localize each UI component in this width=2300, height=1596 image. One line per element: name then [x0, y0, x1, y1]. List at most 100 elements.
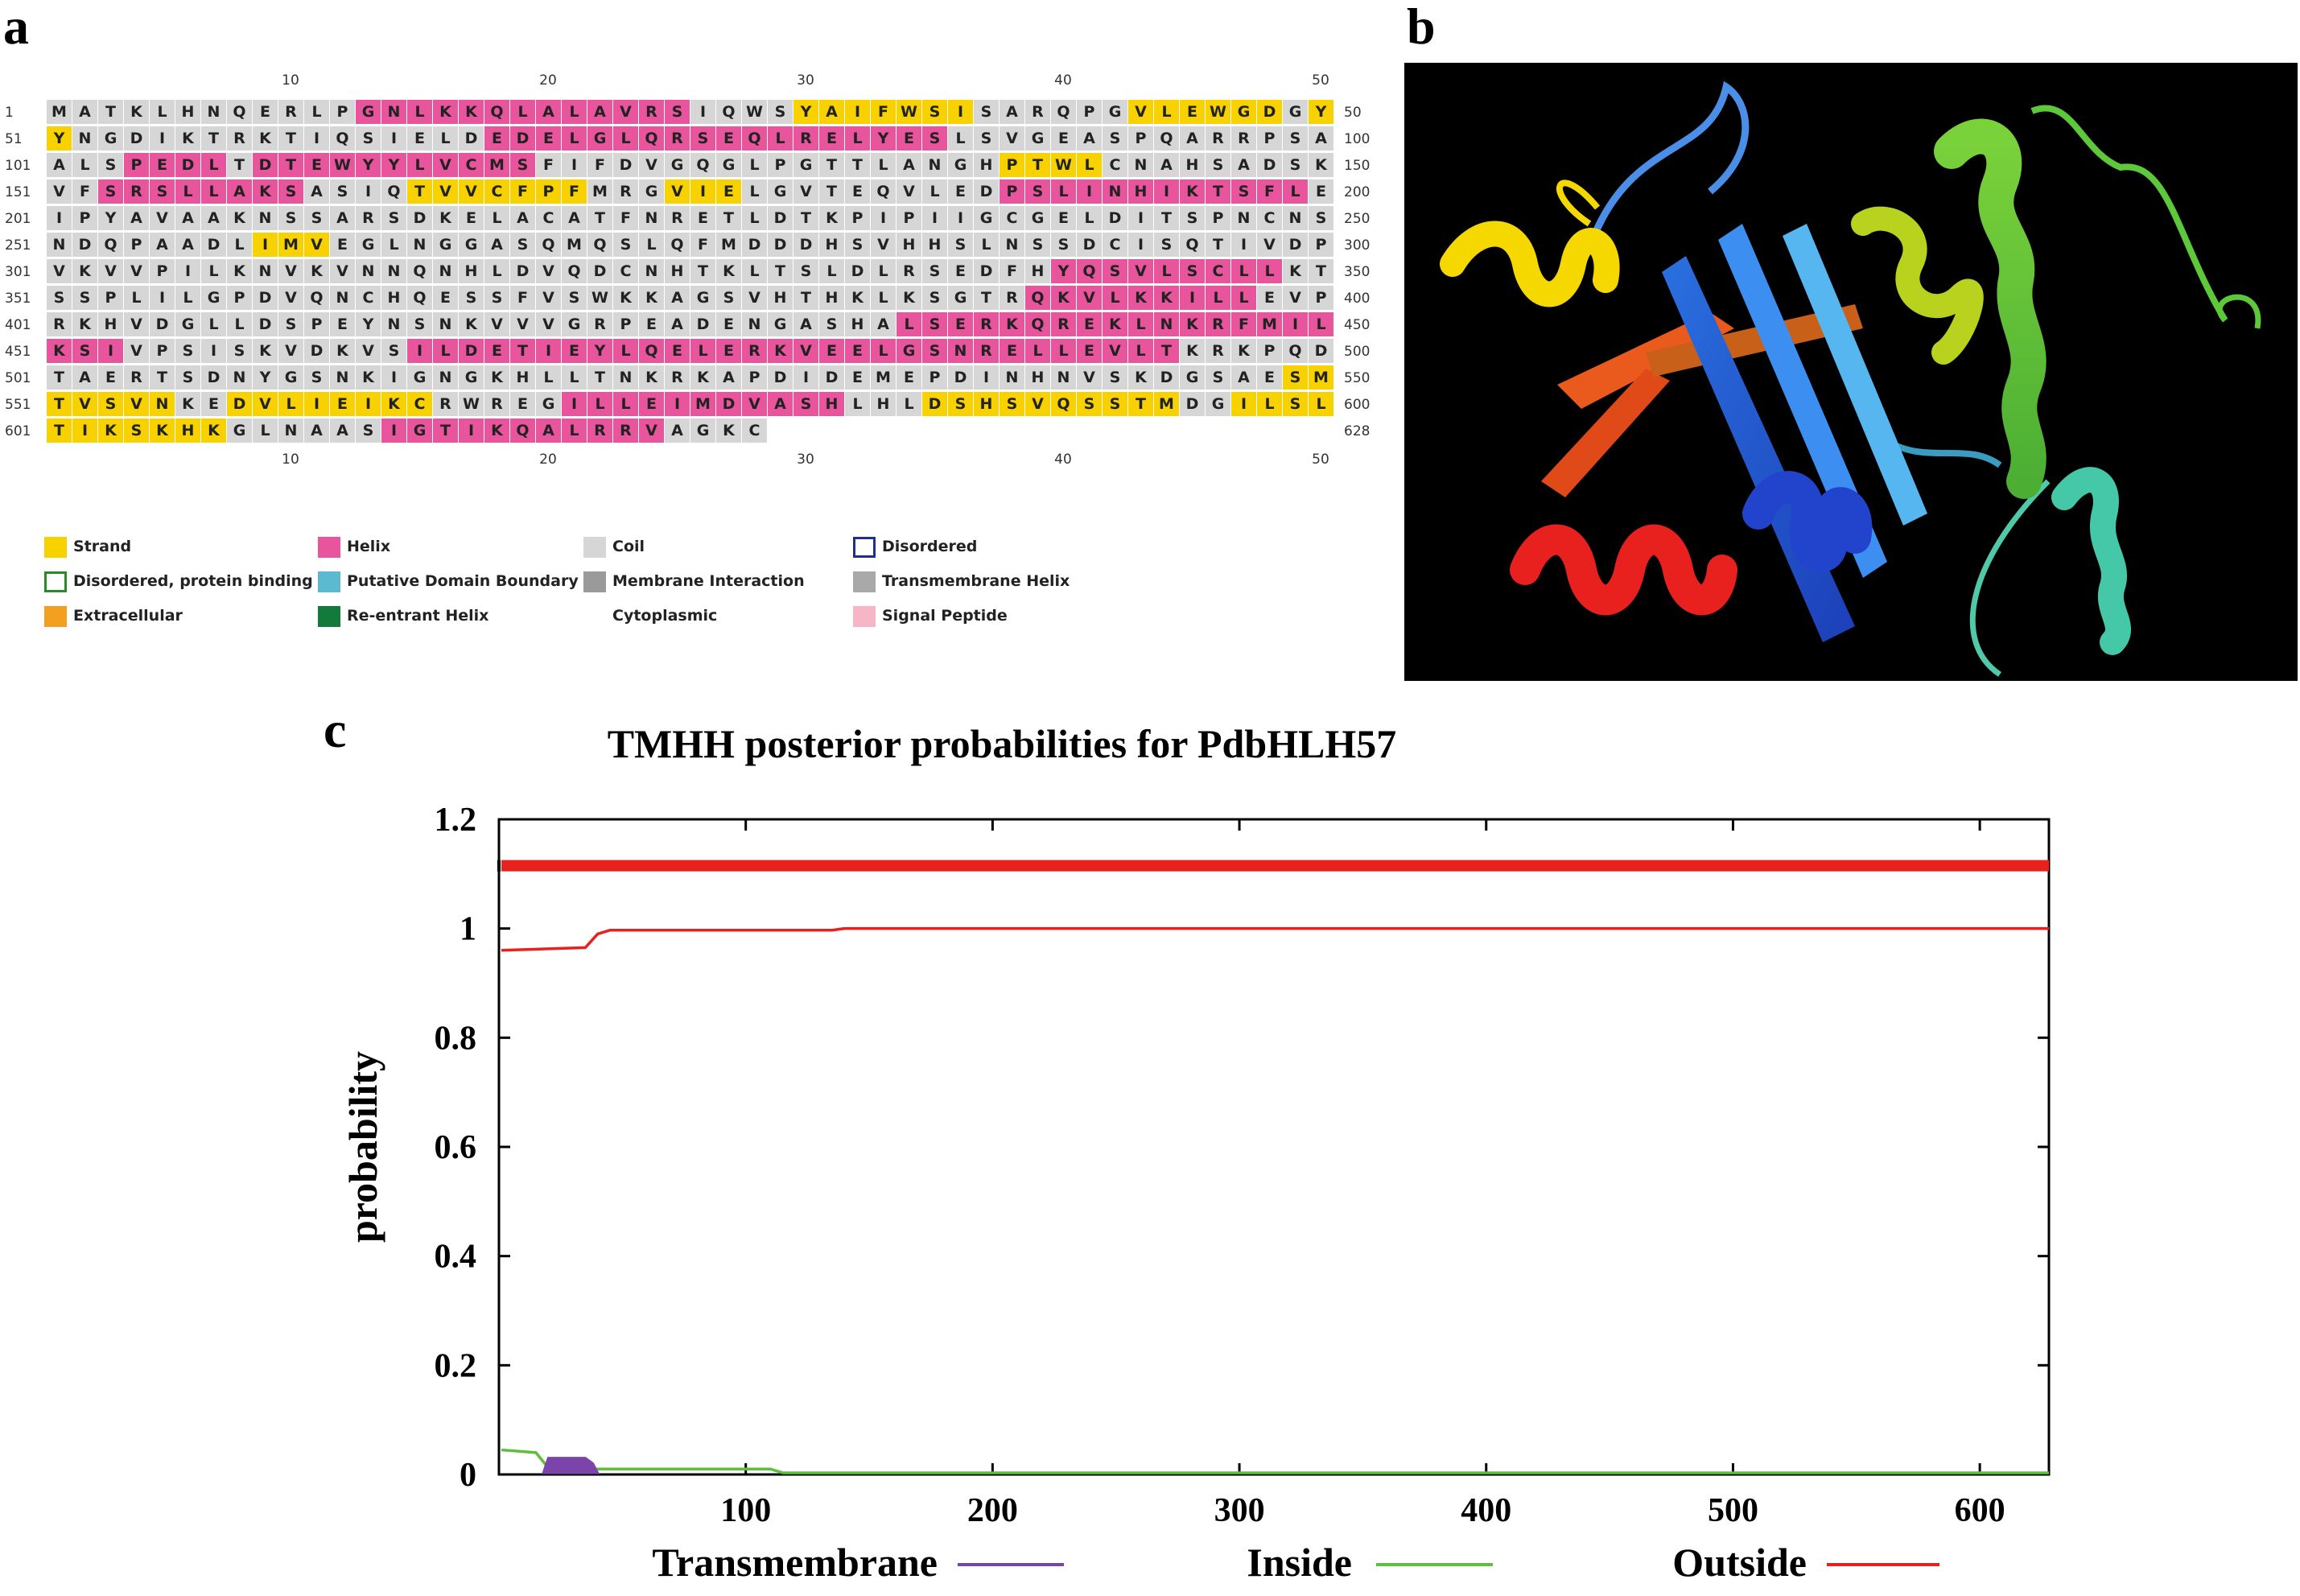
residue-cell: D — [1257, 100, 1282, 124]
row-start-index: 201 — [5, 211, 31, 227]
residue-cell: A — [72, 100, 97, 124]
residue-cell: R — [1000, 286, 1024, 310]
inside-series-line — [501, 1448, 2049, 1474]
residue-cell: R — [665, 206, 690, 230]
row-start-index: 251 — [5, 237, 31, 254]
residue-cell: S — [1180, 259, 1205, 283]
residue-cell: K — [716, 259, 741, 283]
residue-cell: C — [1206, 259, 1230, 283]
residue-cell: D — [1077, 233, 1102, 257]
residue-cell: S — [690, 126, 715, 151]
residue-cell: V — [1000, 126, 1024, 151]
residue-cell: D — [768, 233, 793, 257]
chart-title: TMHH posterior probabilities for PdbHLH5… — [607, 721, 1397, 766]
residue-cell: R — [1206, 339, 1230, 363]
row-end-index: 600 — [1344, 397, 1371, 413]
residue-cell: C — [1000, 206, 1024, 230]
x-tick-label: 600 — [1955, 1492, 2005, 1529]
residue-cell: K — [124, 100, 149, 124]
residue-cell: L — [948, 126, 973, 151]
residue-cell: R — [613, 179, 638, 204]
residue-cell: D — [201, 233, 226, 257]
residue-cell: H — [459, 259, 484, 283]
residue-cell: K — [613, 286, 638, 310]
residue-cell: D — [613, 153, 638, 177]
residue-cell: S — [793, 392, 818, 416]
legend-swatch — [318, 537, 340, 558]
residue-cell: N — [742, 312, 767, 336]
row-start-index: 101 — [5, 158, 31, 174]
residue-cell: V — [1077, 286, 1102, 310]
residue-cell: D — [510, 126, 535, 151]
residue-cell: I — [948, 100, 973, 124]
residue-cell: S — [175, 365, 200, 390]
residue-cell: I — [304, 392, 329, 416]
y-tick-label: 0.8 — [435, 1020, 477, 1057]
residue-cell: K — [1128, 365, 1153, 390]
residue-cell: K — [484, 365, 509, 390]
residue-cell: I — [381, 365, 406, 390]
residue-cell: E — [304, 153, 329, 177]
residue-cell: E — [1051, 126, 1076, 151]
residue-cell: L — [587, 392, 612, 416]
residue-cell: M — [562, 233, 587, 257]
residue-cell: S — [1077, 392, 1102, 416]
residue-cell: T — [510, 339, 535, 363]
residue-cell: R — [587, 419, 612, 443]
residue-cell: A — [819, 100, 844, 124]
residue-cell: L — [175, 286, 200, 310]
residue-cell: S — [330, 179, 355, 204]
residue-cell: K — [768, 339, 793, 363]
residue-cell: W — [330, 153, 355, 177]
row-end-index: 628 — [1344, 423, 1371, 439]
residue-cell: P — [124, 233, 149, 257]
residue-cell: A — [1077, 126, 1102, 151]
residue-cell: Q — [1025, 312, 1050, 336]
residue-cell: C — [1103, 153, 1127, 177]
panel-label-a: a — [3, 0, 29, 55]
residue-cell: A — [484, 233, 509, 257]
residue-cell: F — [613, 206, 638, 230]
residue-cell: I — [150, 286, 175, 310]
residue-cell: D — [1309, 339, 1333, 363]
residue-cell: N — [356, 259, 381, 283]
residue-cell: V — [510, 312, 535, 336]
residue-cell: K — [1231, 339, 1256, 363]
residue-cell: S — [72, 286, 97, 310]
residue-cell: S — [510, 153, 535, 177]
residue-cell: T — [98, 100, 123, 124]
residue-cell: P — [1309, 233, 1333, 257]
residue-cell: A — [175, 206, 200, 230]
residue-cell: N — [433, 365, 458, 390]
residue-cell: V — [278, 259, 303, 283]
residue-cell: G — [948, 286, 973, 310]
sequence-row: 601 T I K S K H K G L N A A S I G T I K Q A L R R V A G K C 628 — [0, 419, 1384, 445]
residue-cell: H — [819, 392, 844, 416]
residue-cell: S — [1283, 365, 1308, 390]
residue-cell: S — [1025, 233, 1050, 257]
residue-cell: D — [1283, 233, 1308, 257]
residue-cell: I — [845, 100, 870, 124]
residue-cell: T — [587, 206, 612, 230]
residue-cell: V — [484, 312, 509, 336]
residue-cell: T — [793, 206, 818, 230]
residue-cell: R — [124, 365, 149, 390]
residue-cell: D — [150, 312, 175, 336]
residue-cell: A — [1309, 126, 1333, 151]
residue-cell: K — [1180, 312, 1205, 336]
residue-cell: P — [1128, 126, 1153, 151]
residue-cell: G — [98, 126, 123, 151]
residue-cell: V — [897, 179, 921, 204]
residue-cell: T — [47, 419, 72, 443]
residue-cell: D — [922, 392, 947, 416]
residue-cell: T — [1128, 392, 1153, 416]
residue-cell: K — [253, 339, 278, 363]
residue-cell: E — [948, 312, 973, 336]
residue-cell: L — [562, 100, 587, 124]
residue-cell: R — [665, 126, 690, 151]
residue-cell: Q — [716, 100, 741, 124]
residue-cell: V — [47, 179, 72, 204]
residue-cell: I — [381, 419, 406, 443]
residue-cell: N — [330, 286, 355, 310]
residue-cell: D — [253, 286, 278, 310]
